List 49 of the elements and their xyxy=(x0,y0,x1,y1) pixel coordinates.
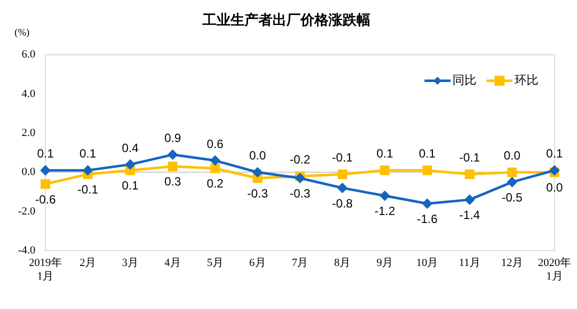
x-tick-label: 5月 xyxy=(206,257,224,270)
legend-label: 环比 xyxy=(514,73,538,88)
y-tick-label: -2.0 xyxy=(18,205,36,218)
data-label: -0.8 xyxy=(332,196,354,210)
x-tick-label: 11月 xyxy=(458,257,480,270)
data-label: -0.1 xyxy=(77,182,98,197)
data-label: 0.0 xyxy=(546,180,564,195)
y-tick-label: -4.0 xyxy=(18,244,36,256)
x-tick-label: 2月 xyxy=(80,257,96,270)
data-label: -0.1 xyxy=(459,150,480,165)
x-tick-label: 3月 xyxy=(122,257,139,270)
x-tick-label: 12月 xyxy=(501,257,524,270)
y-tick-label: 4.0 xyxy=(22,88,36,100)
data-label: 0.1 xyxy=(122,178,139,193)
legend-label: 同比 xyxy=(452,73,476,88)
data-label: -1.4 xyxy=(459,208,480,222)
y-axis-title: (%) xyxy=(14,27,30,38)
x-tick-label: 6月 xyxy=(249,257,266,270)
data-label: -0.5 xyxy=(502,190,523,204)
data-label: 0.1 xyxy=(376,146,394,161)
data-label: 0.1 xyxy=(546,146,564,161)
y-tick-label: 0.0 xyxy=(22,166,36,178)
x-tick-label: 4月 xyxy=(164,257,181,270)
data-label: 0.6 xyxy=(206,136,224,151)
chart-title: 工业生产者出厂价格涨跌幅 xyxy=(202,11,370,28)
data-label: 0.2 xyxy=(206,176,224,191)
data-label: -1.2 xyxy=(374,204,396,218)
x-tick-label: 2019年 1月 xyxy=(28,257,62,282)
data-label: 0.1 xyxy=(418,146,436,161)
x-tick-label: 10月 xyxy=(416,257,438,270)
y-tick-label: 6.0 xyxy=(22,48,36,61)
data-label: -0.6 xyxy=(35,192,56,206)
data-label: 0.4 xyxy=(122,140,139,155)
data-label: -0.3 xyxy=(290,186,311,200)
data-label: 0.3 xyxy=(164,174,182,189)
data-label: 0.0 xyxy=(504,148,521,163)
data-label: 0.9 xyxy=(164,130,182,145)
x-tick-label: 2020年 1月 xyxy=(538,257,571,282)
data-label: -1.6 xyxy=(416,212,438,226)
data-label: 0.1 xyxy=(79,146,96,161)
data-label: -0.3 xyxy=(247,186,268,200)
x-tick-label: 7月 xyxy=(292,257,308,270)
y-tick-label: 2.0 xyxy=(22,127,36,140)
data-label: -0.2 xyxy=(290,152,311,167)
data-label: 0.0 xyxy=(249,148,266,163)
data-label: 0.1 xyxy=(37,146,54,161)
data-label: -0.1 xyxy=(332,150,354,165)
x-tick-label: 8月 xyxy=(334,257,351,270)
x-tick-label: 9月 xyxy=(376,257,394,270)
